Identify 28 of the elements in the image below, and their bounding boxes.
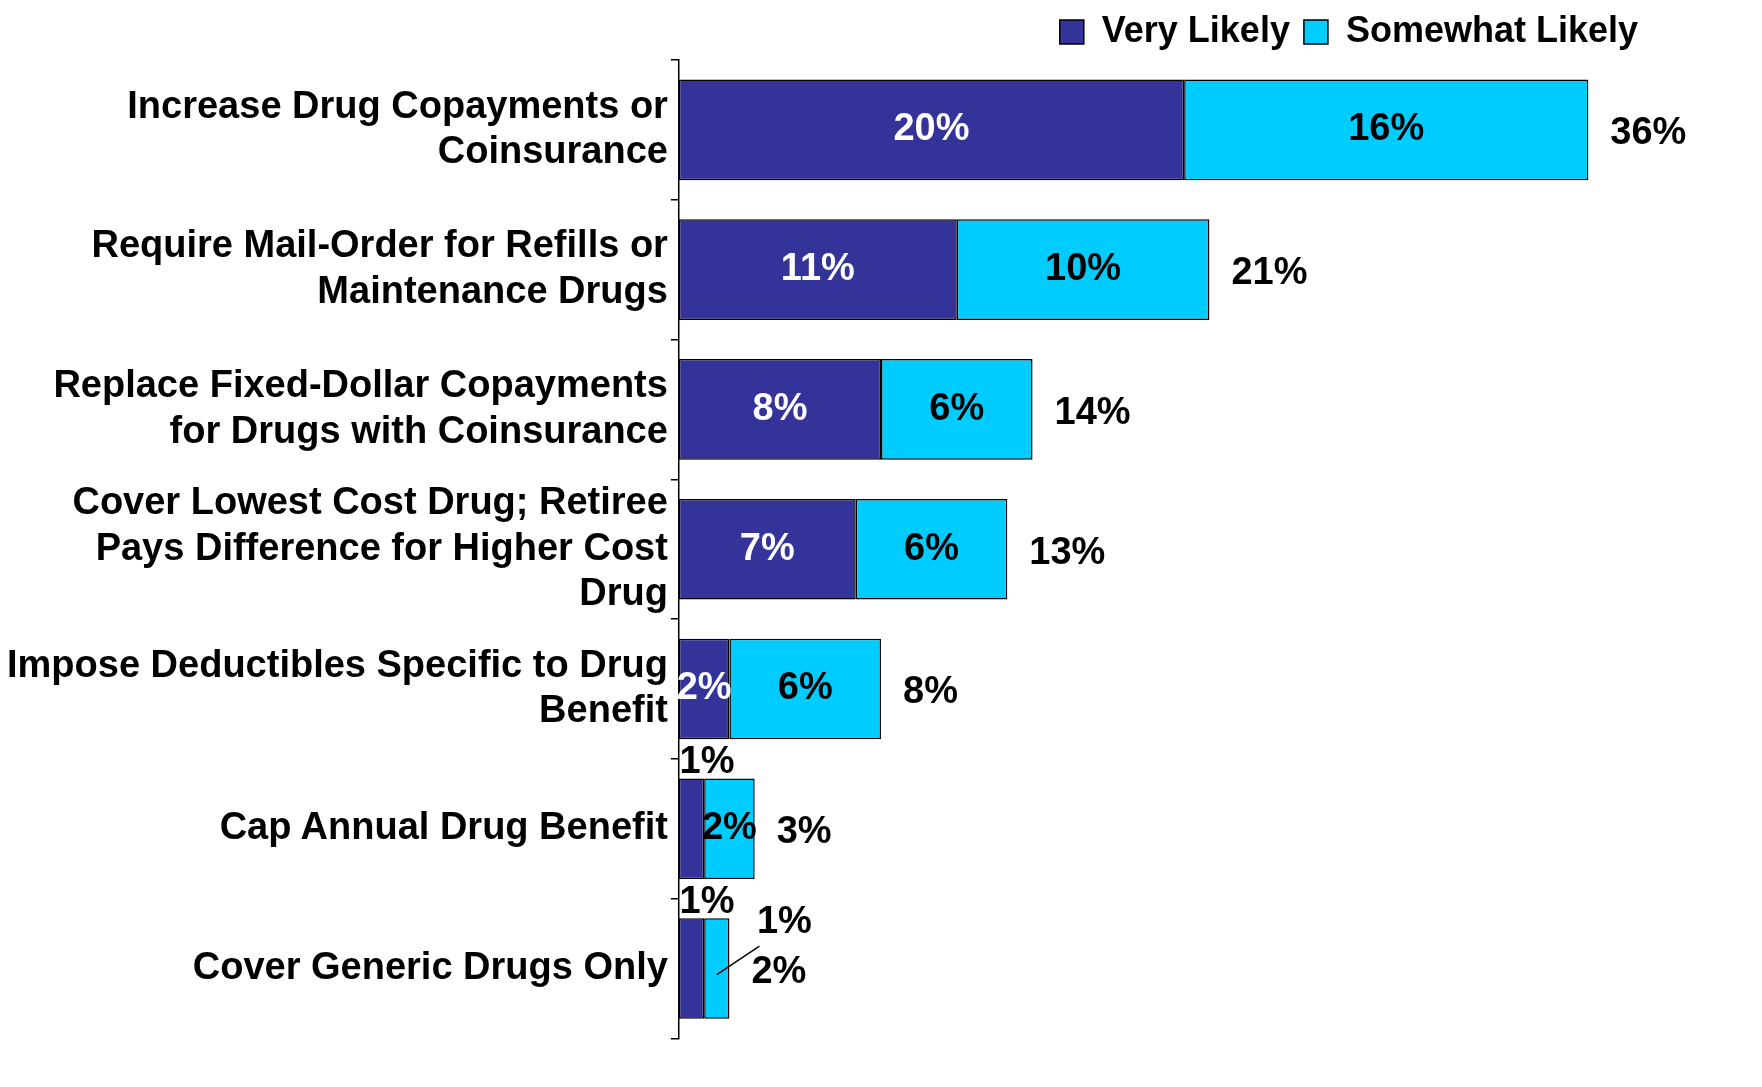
data-label: 8% [752,385,808,428]
total-label: 3% [776,809,832,852]
data-label: 7% [739,525,795,568]
y-tick-label: Increase Drug Copayments or Coinsurance [127,83,669,172]
y-tick-label: Cover Generic Drugs Only [192,945,668,987]
data-label: 20% [893,106,970,149]
y-tick-label: Cap Annual Drug Benefit [219,805,669,848]
total-label: 13% [1029,529,1106,572]
data-label: 1% [679,738,735,781]
legend-label: Somewhat Likely [1345,8,1639,50]
total-label: 8% [903,669,958,712]
y-tick-label: Cover Lowest Cost Drug; Retiree Pays Difference for Higher Cost Drug [72,480,669,614]
data-label: 1% [756,898,812,941]
data-label: 6% [777,665,833,708]
total-label: 36% [1610,110,1687,153]
total-label: 14% [1054,389,1131,432]
legend-label: Very Likely [1101,8,1290,50]
data-label: 6% [904,525,959,568]
data-label: 10% [1045,246,1122,289]
data-label: 16% [1348,106,1425,149]
total-label: 21% [1231,250,1308,293]
total-label: 2% [751,949,807,991]
data-label: 6% [929,385,985,428]
y-tick-label: Replace Fixed-Dollar Copayments for Drugs with Coinsurance [53,363,668,451]
data-label: 1% [679,878,735,921]
data-label: 11% [780,246,855,289]
y-tick-label: Require Mail-Order for Refills or Maintenance Drugs [91,223,669,311]
y-tick-label: Impose Deductibles Specific to Drug Benefit [6,642,669,731]
